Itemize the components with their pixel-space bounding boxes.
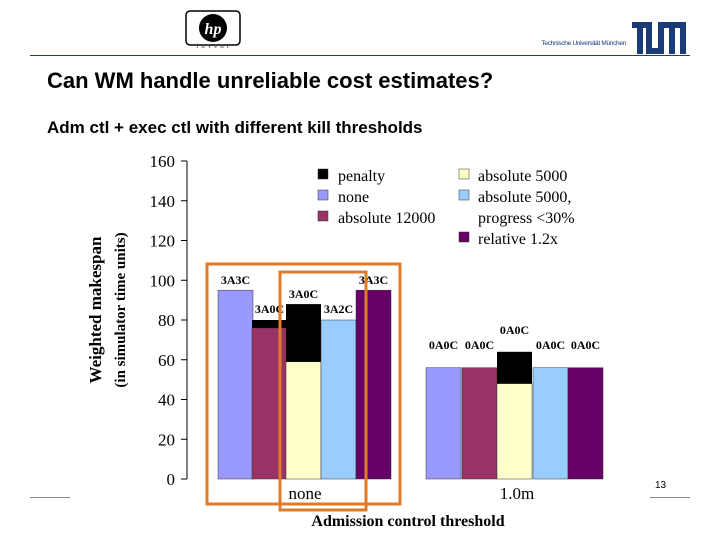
y-axis-label: Weighted makespan [86,236,105,383]
bar-1.0m-absolute_5000 [496,383,533,480]
y-axis-label-units: (in simulator time units) [113,232,129,387]
slide-subtitle: Adm ctl + exec ctl with different kill t… [47,118,423,137]
bar-1.0m-relative_1_2x [567,367,604,480]
bar-data-label: 0A0C [465,338,494,352]
slide-title: Can WM handle unreliable cost estimates? [47,68,494,93]
y-tick-label: 100 [150,271,176,290]
footer-divider-right [650,497,690,498]
legend-swatch-absolute_5000 [458,168,470,180]
bar-penalty-none-absolute_12000 [252,320,287,328]
legend-label-absolute_5000_progress: absolute 5000, [478,189,571,206]
bar-1.0m-absolute_12000 [461,367,498,480]
highlight-box-outer [205,262,402,506]
x-group-label-none: none [288,484,321,503]
x-group-label-1-0m: 1.0m [500,484,534,503]
bar-data-label: 3A0C [289,287,318,301]
legend-label-absolute_12000: absolute 12000 [338,210,435,227]
bar-data-label: 3A3C [221,273,250,287]
legend-label-absolute_5000: absolute 5000 [478,168,567,185]
y-tick-label: 60 [158,351,175,370]
footer-divider-left [30,497,70,498]
y-tick-label: 80 [158,311,175,330]
y-tick-label: 160 [150,152,176,171]
tum-text: Technische Universität München [541,40,626,47]
legend-swatch-none [317,189,329,201]
bar-penalty-1.0m-absolute_5000 [497,351,532,384]
bar-data-label: 0A0C [536,338,565,352]
y-tick-label: 20 [158,430,175,449]
legend-swatch-absolute_12000 [317,210,329,222]
bar-data-label: 3A3C [359,273,388,287]
bar-data-label: 3A2C [324,302,353,316]
bar-none-relative_1_2x [355,289,392,480]
legend-label-none: none [338,189,369,206]
legend-label-absolute_5000_progress-line2: progress <30% [478,210,575,227]
y-tick-label: 140 [150,192,176,211]
y-tick-label: 0 [167,470,176,489]
legend-swatch-absolute_5000_progress [458,189,470,201]
bar-1.0m-none [425,367,462,480]
bar-1.0m-absolute_5000_progress [532,367,569,480]
bar-none-absolute_12000 [251,327,288,480]
y-tick-label: 40 [158,391,175,410]
page-number: 13 [655,480,667,491]
bar-none-none [217,289,254,480]
bar-data-label: 0A0C [429,338,458,352]
header-divider [30,55,690,56]
y-tick-label: 120 [150,232,176,251]
tum-logo [632,22,686,54]
hp-tagline: invent [196,42,232,50]
legend-swatch-penalty [317,168,329,180]
legend-label-penalty: penalty [338,168,385,185]
bar-data-label: 0A0C [500,323,529,337]
highlight-box-inner [278,270,368,512]
legend-label-relative_1_2x: relative 1.2x [478,231,558,248]
hp-logo: hp [185,10,241,46]
x-axis-label: Admission control threshold [311,513,504,530]
bar-penalty-none-absolute_5000 [286,304,321,362]
bar-none-absolute_5000 [285,361,322,480]
legend-swatch-relative_1_2x [458,231,470,243]
hp-logo-text: hp [205,21,222,38]
bar-none-absolute_5000_progress [320,319,357,480]
bar-data-label: 0A0C [571,338,600,352]
bar-data-label: 3A0C [255,302,284,316]
